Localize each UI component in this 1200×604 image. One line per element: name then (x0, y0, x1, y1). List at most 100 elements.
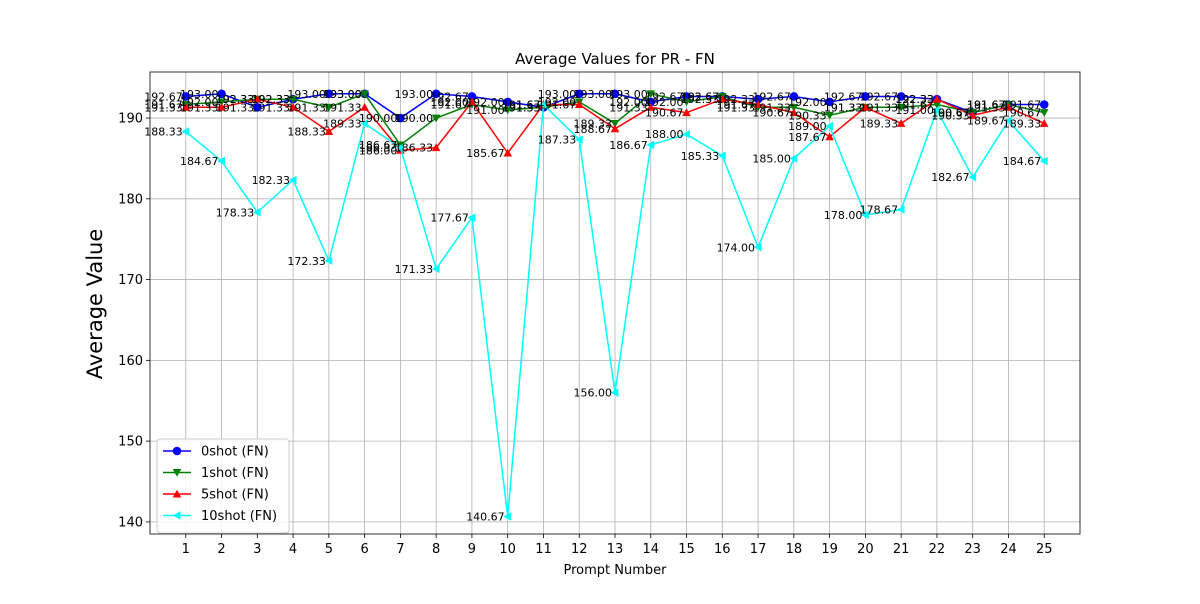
x-tick-label: 10 (499, 542, 516, 557)
data-point (324, 89, 334, 99)
data-point (968, 172, 977, 182)
data-label: 192.33 (216, 93, 255, 106)
data-label: 193.00 (574, 88, 613, 101)
data-point (825, 121, 834, 131)
x-tick-label: 24 (1000, 542, 1017, 557)
data-label: 191.33 (752, 101, 791, 114)
data-label: 192.67 (144, 90, 183, 103)
data-label: 188.33 (144, 126, 183, 139)
data-point (1039, 100, 1049, 109)
data-point (682, 108, 691, 117)
data-point (181, 102, 191, 111)
data-label: 191.33 (717, 101, 756, 114)
data-label: 191.67 (430, 99, 469, 112)
data-point (825, 111, 834, 120)
data-label: 140.67 (466, 510, 505, 523)
data-point (503, 148, 512, 157)
legend-label: 10shot (FN) (201, 509, 277, 524)
data-label: 191.67 (538, 99, 577, 112)
data-label: 182.67 (931, 171, 970, 184)
data-point (682, 129, 690, 139)
series-layer (181, 89, 1049, 521)
data-point (646, 140, 655, 150)
data-point (718, 151, 726, 161)
data-point (646, 97, 656, 107)
data-label: 192.00 (645, 96, 684, 109)
data-point (932, 94, 942, 103)
data-label: 193.00 (395, 88, 434, 101)
data-label: 189.00 (788, 120, 827, 133)
legend-marker (172, 511, 181, 520)
data-label: 190.33 (788, 109, 827, 122)
data-label: 191.67 (1003, 99, 1042, 112)
data-label: 192.67 (824, 90, 863, 103)
data-label: 191.33 (824, 101, 863, 114)
legend-item: 0shot (FN) (163, 445, 269, 460)
data-point (789, 103, 799, 112)
data-point (431, 89, 441, 99)
data-label: 192.00 (609, 96, 648, 109)
data-point (1039, 119, 1049, 127)
data-point (360, 102, 369, 111)
data-point (324, 103, 334, 112)
x-tick-label: 14 (642, 542, 659, 557)
legend-marker (172, 446, 182, 456)
data-label: 188.33 (287, 126, 326, 139)
data-label: 186.33 (395, 142, 434, 155)
data-point (825, 97, 834, 107)
axes: 1 2 3 4 5 6 7 8 9 10 11 12 13 14 15 16 17 18 19 20 21 22 23 24 2… (118, 71, 1081, 557)
data-label: 192.33 (681, 93, 720, 106)
y-tick-label: 150 (118, 435, 143, 450)
data-label: 189.67 (967, 115, 1006, 128)
data-point (825, 132, 834, 141)
y-tick-label: 160 (118, 354, 143, 369)
data-point (646, 102, 656, 111)
data-label: 193.00 (323, 88, 362, 101)
data-label: 192.00 (466, 96, 505, 109)
data-point (217, 156, 225, 166)
data-label: 187.33 (538, 134, 577, 147)
legend-box (156, 438, 290, 534)
legend-label: 5shot (FN) (201, 488, 269, 503)
data-point (896, 205, 905, 214)
data-label: 191.33 (323, 101, 362, 114)
legend: 0shot (FN) 1shot (FN) 5shot (FN) 10shot (FN… (156, 438, 290, 534)
data-label: 184.67 (180, 155, 219, 168)
x-tick-label: 13 (607, 542, 624, 557)
data-label: 182.33 (252, 174, 291, 187)
data-label: 178.67 (860, 204, 899, 217)
data-label: 192.00 (538, 96, 577, 109)
data-point (503, 97, 512, 107)
data-label: 192.33 (895, 93, 934, 106)
data-label: 190.67 (931, 107, 970, 120)
data-label: 191.67 (895, 99, 934, 112)
data-label: 191.33 (180, 101, 219, 114)
data-label: 191.33 (216, 101, 255, 114)
data-point (539, 100, 547, 109)
data-label: 178.33 (216, 206, 255, 219)
data-label: 191.33 (252, 101, 291, 114)
data-point (968, 111, 977, 119)
data-label: 191.33 (287, 101, 326, 114)
data-point (253, 94, 262, 103)
data-label: 191.33 (609, 101, 648, 114)
data-label: 193.00 (538, 88, 577, 101)
data-point (396, 113, 405, 123)
data-point (431, 114, 441, 123)
data-label: 185.33 (681, 150, 720, 163)
data-point (932, 101, 942, 109)
data-point (896, 119, 906, 127)
data-point (396, 143, 404, 152)
data-point (288, 102, 298, 111)
data-point (288, 95, 298, 104)
data-point (253, 102, 262, 112)
data-label: 174.00 (717, 241, 756, 254)
data-point (789, 154, 798, 163)
data-point (253, 207, 261, 217)
legend-item: 1shot (FN) (163, 466, 269, 481)
data-label: 178.00 (824, 209, 863, 222)
x-tick-label: 15 (678, 542, 695, 557)
data-label: 191.67 (967, 99, 1006, 112)
data-point (610, 124, 620, 133)
